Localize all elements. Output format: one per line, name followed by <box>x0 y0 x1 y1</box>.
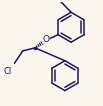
Text: Cl: Cl <box>3 67 11 76</box>
Text: O: O <box>42 35 49 44</box>
